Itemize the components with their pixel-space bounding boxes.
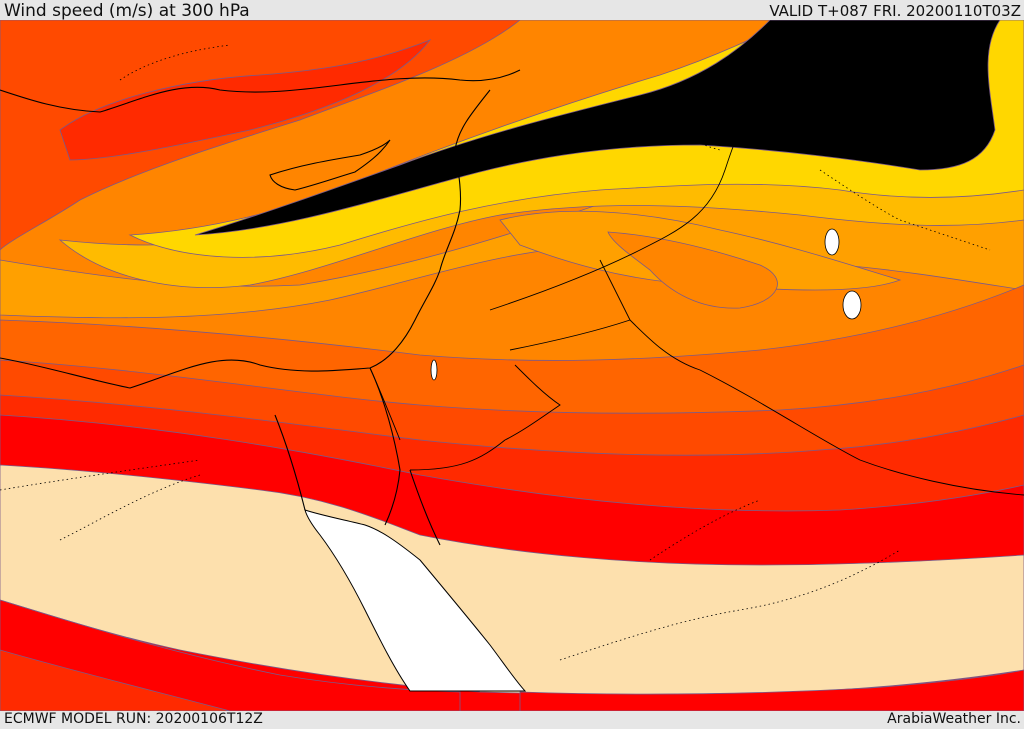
gulf-of-aqaba: [369, 367, 401, 526]
border-saudi-iraq: [599, 259, 631, 321]
dotted-boundary-2: [59, 474, 201, 541]
border-syria-iraq: [489, 74, 791, 311]
band-calm: [0, 464, 1024, 695]
border-egypt-israel: [369, 367, 401, 441]
wind-speed-map: [0, 20, 1024, 711]
band-sw-inner: [0, 649, 231, 711]
dotted-boundary-3: [559, 549, 901, 661]
model-run: ECMWF MODEL RUN: 20200106T12Z: [4, 711, 263, 727]
lake-1: [824, 228, 840, 256]
valid-time: VALID T+087 FRI. 20200110T03Z: [769, 2, 1021, 20]
border-jordan-saudi: [509, 319, 1024, 496]
levant-coast: [439, 89, 491, 271]
cyprus: [269, 139, 391, 191]
coastlines: [0, 69, 521, 546]
wind-bands: [0, 20, 1024, 711]
lakes: [430, 228, 862, 381]
band-jet-core: [194, 20, 1001, 236]
footer-bar: ECMWF MODEL RUN: 20200106T12Z ArabiaWeat…: [0, 711, 1024, 729]
band-e-pocket-5: [607, 231, 778, 309]
gulf-of-suez: [274, 414, 306, 511]
dotted-boundary-7: [119, 44, 231, 81]
band-se-red: [519, 669, 1024, 711]
band-nw-core: [59, 39, 432, 161]
red-sea: [304, 509, 527, 692]
header-bar: Wind speed (m/s) at 300 hPa VALID T+087 …: [0, 0, 1024, 20]
dotted-boundary-1: [0, 459, 201, 491]
arabian-red-sea-coast: [409, 469, 441, 546]
mediterranean-south-coast: [0, 269, 441, 389]
dotted-boundary-5: [819, 169, 991, 251]
lake-3: [430, 359, 438, 381]
turkey-coast: [0, 69, 521, 113]
border-saudi-jordan-south: [409, 364, 561, 471]
lake-2: [842, 290, 862, 320]
dotted-boundary-6: [639, 114, 721, 151]
band-nw-lobe: [0, 20, 521, 251]
credit: ArabiaWeather Inc.: [887, 711, 1021, 727]
map-title: Wind speed (m/s) at 300 hPa: [4, 1, 250, 21]
borders: [369, 74, 1024, 496]
internal-boundaries: [0, 44, 991, 661]
